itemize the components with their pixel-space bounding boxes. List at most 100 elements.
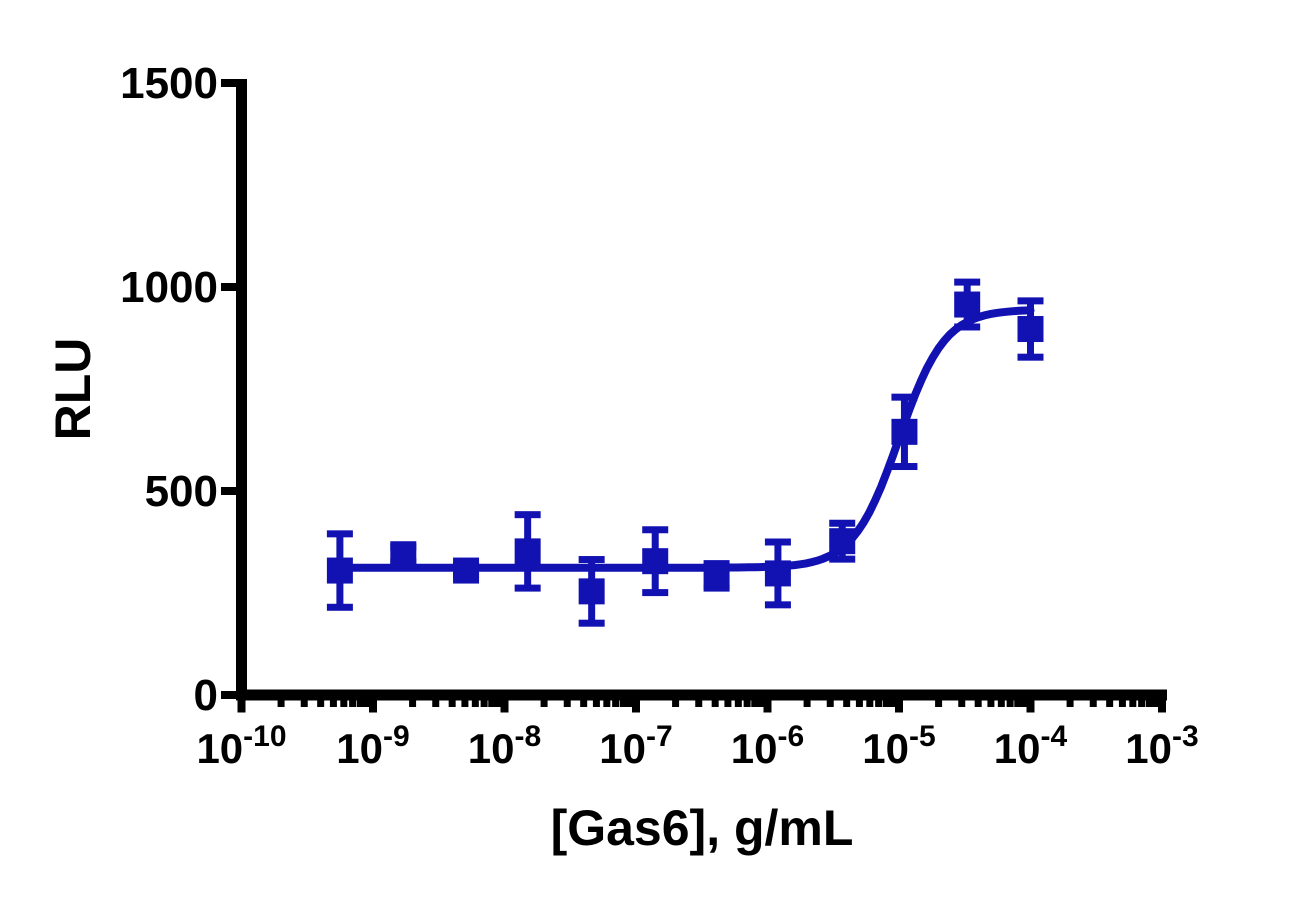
x-tick-label: 10-9 [336, 720, 409, 772]
plot-area [326, 278, 1044, 627]
x-minor-tick [471, 700, 479, 707]
x-minor-tick [751, 700, 759, 707]
x-minor-tick [855, 700, 863, 707]
x-minor-tick [974, 700, 982, 707]
x-tick [237, 700, 246, 713]
x-minor-tick [1138, 700, 1146, 707]
data-point-marker [326, 557, 353, 584]
error-bar-cap-top [829, 519, 856, 527]
x-minor-tick [757, 700, 765, 707]
x-minor-tick [317, 700, 325, 707]
error-bar-cap-top [891, 393, 918, 401]
data-point-marker [954, 291, 981, 318]
x-minor-tick [277, 700, 285, 707]
data-point-marker [578, 578, 605, 605]
y-tick [221, 487, 236, 495]
x-minor-tick [494, 700, 502, 707]
x-minor-tick [724, 700, 732, 707]
y-tick [221, 691, 236, 699]
x-minor-tick [826, 700, 834, 707]
x-minor-tick [540, 700, 548, 707]
x-minor-tick [803, 700, 811, 707]
x-minor-tick [882, 700, 890, 707]
x-tick-label: 10-3 [1125, 720, 1198, 772]
data-point-marker [390, 541, 417, 568]
x-tick-label: 10-10 [196, 720, 286, 772]
data-point-marker [453, 557, 480, 584]
error-bar-cap-bottom [642, 589, 669, 597]
x-minor-tick [743, 700, 751, 707]
x-minor-tick [1152, 700, 1160, 707]
x-tick-label: 10-6 [731, 720, 804, 772]
x-minor-tick [363, 700, 371, 707]
data-point-marker [514, 538, 541, 565]
x-minor-tick [935, 700, 943, 707]
x-minor-tick [875, 700, 883, 707]
x-minor-tick [889, 700, 897, 707]
x-minor-tick [340, 700, 348, 707]
x-minor-tick [1106, 700, 1114, 707]
x-minor-tick [603, 700, 611, 707]
fit-curve [335, 306, 1035, 572]
x-minor-tick [1014, 700, 1022, 707]
x-minor-tick [695, 700, 703, 707]
x-tick [369, 700, 377, 713]
error-bar-cap-top [578, 556, 605, 564]
error-bar-cap-top [326, 530, 353, 538]
error-bar-cap-bottom [954, 323, 981, 331]
y-axis-line [236, 79, 247, 701]
x-minor-tick [1089, 700, 1097, 707]
error-bar-cap-top [514, 511, 541, 519]
x-minor-tick [1145, 700, 1153, 707]
x-minor-tick [1006, 700, 1014, 707]
x-minor-tick [461, 700, 469, 707]
error-bar-cap-bottom [891, 463, 918, 471]
x-minor-tick [580, 700, 588, 707]
x-minor-tick [409, 700, 417, 707]
y-axis-title: RLU [45, 338, 101, 441]
x-minor-tick [711, 700, 719, 707]
x-minor-tick [1129, 700, 1137, 707]
x-minor-tick [480, 700, 488, 707]
x-minor-tick [626, 700, 634, 707]
x-tick [1158, 700, 1166, 713]
error-bar-cap-bottom [1017, 353, 1044, 361]
x-minor-tick [843, 700, 851, 707]
y-tick [221, 79, 236, 87]
x-axis-line [236, 689, 1167, 701]
y-tick-label: 1500 [120, 59, 218, 108]
x-tick-label: 10-7 [599, 720, 672, 772]
error-bar-cap-bottom [578, 619, 605, 627]
x-minor-tick [672, 700, 680, 707]
x-minor-tick [448, 700, 456, 707]
x-minor-tick [997, 700, 1005, 707]
error-bar-cap-bottom [514, 584, 541, 592]
x-minor-tick [563, 700, 571, 707]
axes: 0 500 1000 1500 10-10 10-9 10-8 10-7 10-6 10-5 10-… [120, 59, 1199, 772]
x-tick [1026, 700, 1035, 713]
error-bar-cap-top [1017, 297, 1044, 305]
error-bar-cap-top [764, 538, 791, 546]
x-minor-tick [349, 700, 357, 707]
data-point-marker [764, 560, 791, 587]
x-tick [632, 700, 640, 713]
x-tick [500, 700, 509, 713]
x-minor-tick [958, 700, 966, 707]
x-axis-title: [Gas6], g/mL [551, 800, 854, 856]
data-point-marker [1017, 316, 1044, 343]
x-minor-tick [488, 700, 496, 707]
x-minor-tick [1020, 700, 1028, 707]
x-minor-tick [329, 700, 337, 707]
x-tick-label: 10-4 [994, 720, 1068, 772]
error-bar-cap-top [642, 526, 669, 534]
x-minor-tick [1118, 700, 1126, 707]
x-minor-tick [612, 700, 620, 707]
x-minor-tick [734, 700, 742, 707]
x-minor-tick [987, 700, 995, 707]
x-minor-tick [592, 700, 600, 707]
y-tick-label: 1000 [120, 263, 218, 312]
y-tick-label: 500 [145, 467, 218, 516]
data-point-marker [642, 548, 669, 575]
